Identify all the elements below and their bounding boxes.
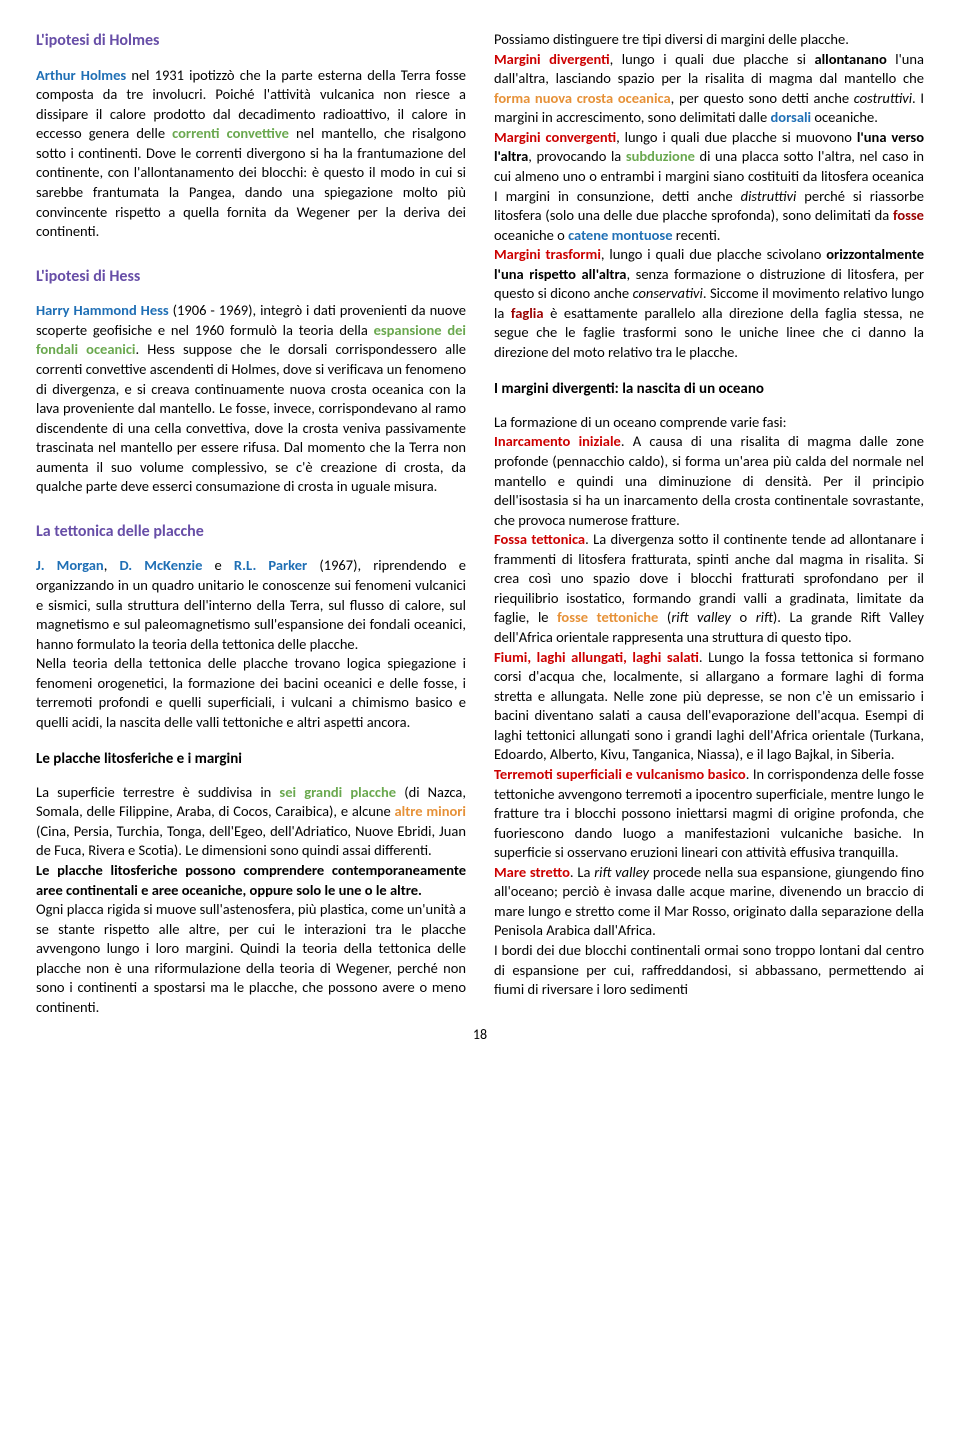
key-term: faglia [511, 304, 544, 322]
key-term: Margini convergenti [494, 128, 616, 146]
key-term: correnti convettive [172, 124, 289, 142]
key-term: fosse [893, 206, 924, 224]
person-name: D. McKenzie [119, 556, 202, 574]
person-name: R.L. Parker [234, 556, 307, 574]
key-term: altre minori [395, 802, 466, 820]
paragraph: Possiamo distinguere tre tipi diversi di… [494, 30, 924, 50]
phase-label: Inarcamento iniziale [494, 432, 621, 450]
paragraph: I bordi dei due blocchi continentali orm… [494, 941, 924, 1000]
paragraph: Fiumi, laghi allungati, laghi salati. Lu… [494, 648, 924, 765]
phase-label: Fossa tettonica [494, 530, 585, 548]
paragraph: Fossa tettonica. La divergenza sotto il … [494, 530, 924, 647]
paragraph: La formazione di un oceano comprende var… [494, 413, 924, 433]
section-title-holmes: L'ipotesi di Holmes [36, 30, 466, 52]
paragraph: Arthur Holmes nel 1931 ipotizzò che la p… [36, 66, 466, 242]
paragraph: Margini divergenti, lungo i quali due pl… [494, 50, 924, 128]
key-term: fosse tettoniche [557, 608, 658, 626]
paragraph: Ogni placca rigida si muove sull'astenos… [36, 900, 466, 1017]
paragraph: La superficie terrestre è suddivisa in s… [36, 783, 466, 861]
key-term: sei grandi placche [279, 783, 396, 801]
paragraph: Le placche litosferiche possono comprend… [36, 861, 466, 900]
two-column-layout: L'ipotesi di Holmes Arthur Holmes nel 19… [36, 30, 924, 1018]
section-title-tettonica: La tettonica delle placche [36, 521, 466, 543]
subsection-title-placche: Le placche litosferiche e i margini [36, 749, 466, 769]
subsection-title-margini-divergenti: I margini divergenti: la nascita di un o… [494, 379, 924, 399]
key-term: Margini divergenti [494, 50, 610, 68]
paragraph: Nella teoria della tettonica delle placc… [36, 654, 466, 732]
phase-label: Fiumi, laghi allungati, laghi salati [494, 648, 699, 666]
key-term: catene montuose [568, 226, 672, 244]
key-term: subduzione [626, 147, 695, 165]
paragraph: Terremoti superficiali e vulcanismo basi… [494, 765, 924, 863]
paragraph: Margini convergenti, lungo i quali due p… [494, 128, 924, 245]
key-term: forma nuova crosta oceanica [494, 89, 671, 107]
paragraph: Inarcamento iniziale. A causa di una ris… [494, 432, 924, 530]
person-name: J. Morgan [36, 556, 104, 574]
paragraph: J. Morgan, D. McKenzie e R.L. Parker (19… [36, 556, 466, 654]
person-name: Arthur Holmes [36, 66, 126, 84]
key-term: Margini trasformi [494, 245, 601, 263]
paragraph: Margini trasformi, lungo i quali due pla… [494, 245, 924, 362]
paragraph: Harry Hammond Hess (1906 - 1969), integr… [36, 301, 466, 497]
paragraph: Mare stretto. La rift valley procede nel… [494, 863, 924, 941]
phase-label: Mare stretto [494, 863, 570, 881]
key-term: dorsali [771, 108, 812, 126]
section-title-hess: L'ipotesi di Hess [36, 266, 466, 288]
page-number: 18 [36, 1026, 924, 1045]
phase-label: Terremoti superficiali e vulcanismo basi… [494, 765, 746, 783]
person-name: Harry Hammond Hess [36, 301, 169, 319]
